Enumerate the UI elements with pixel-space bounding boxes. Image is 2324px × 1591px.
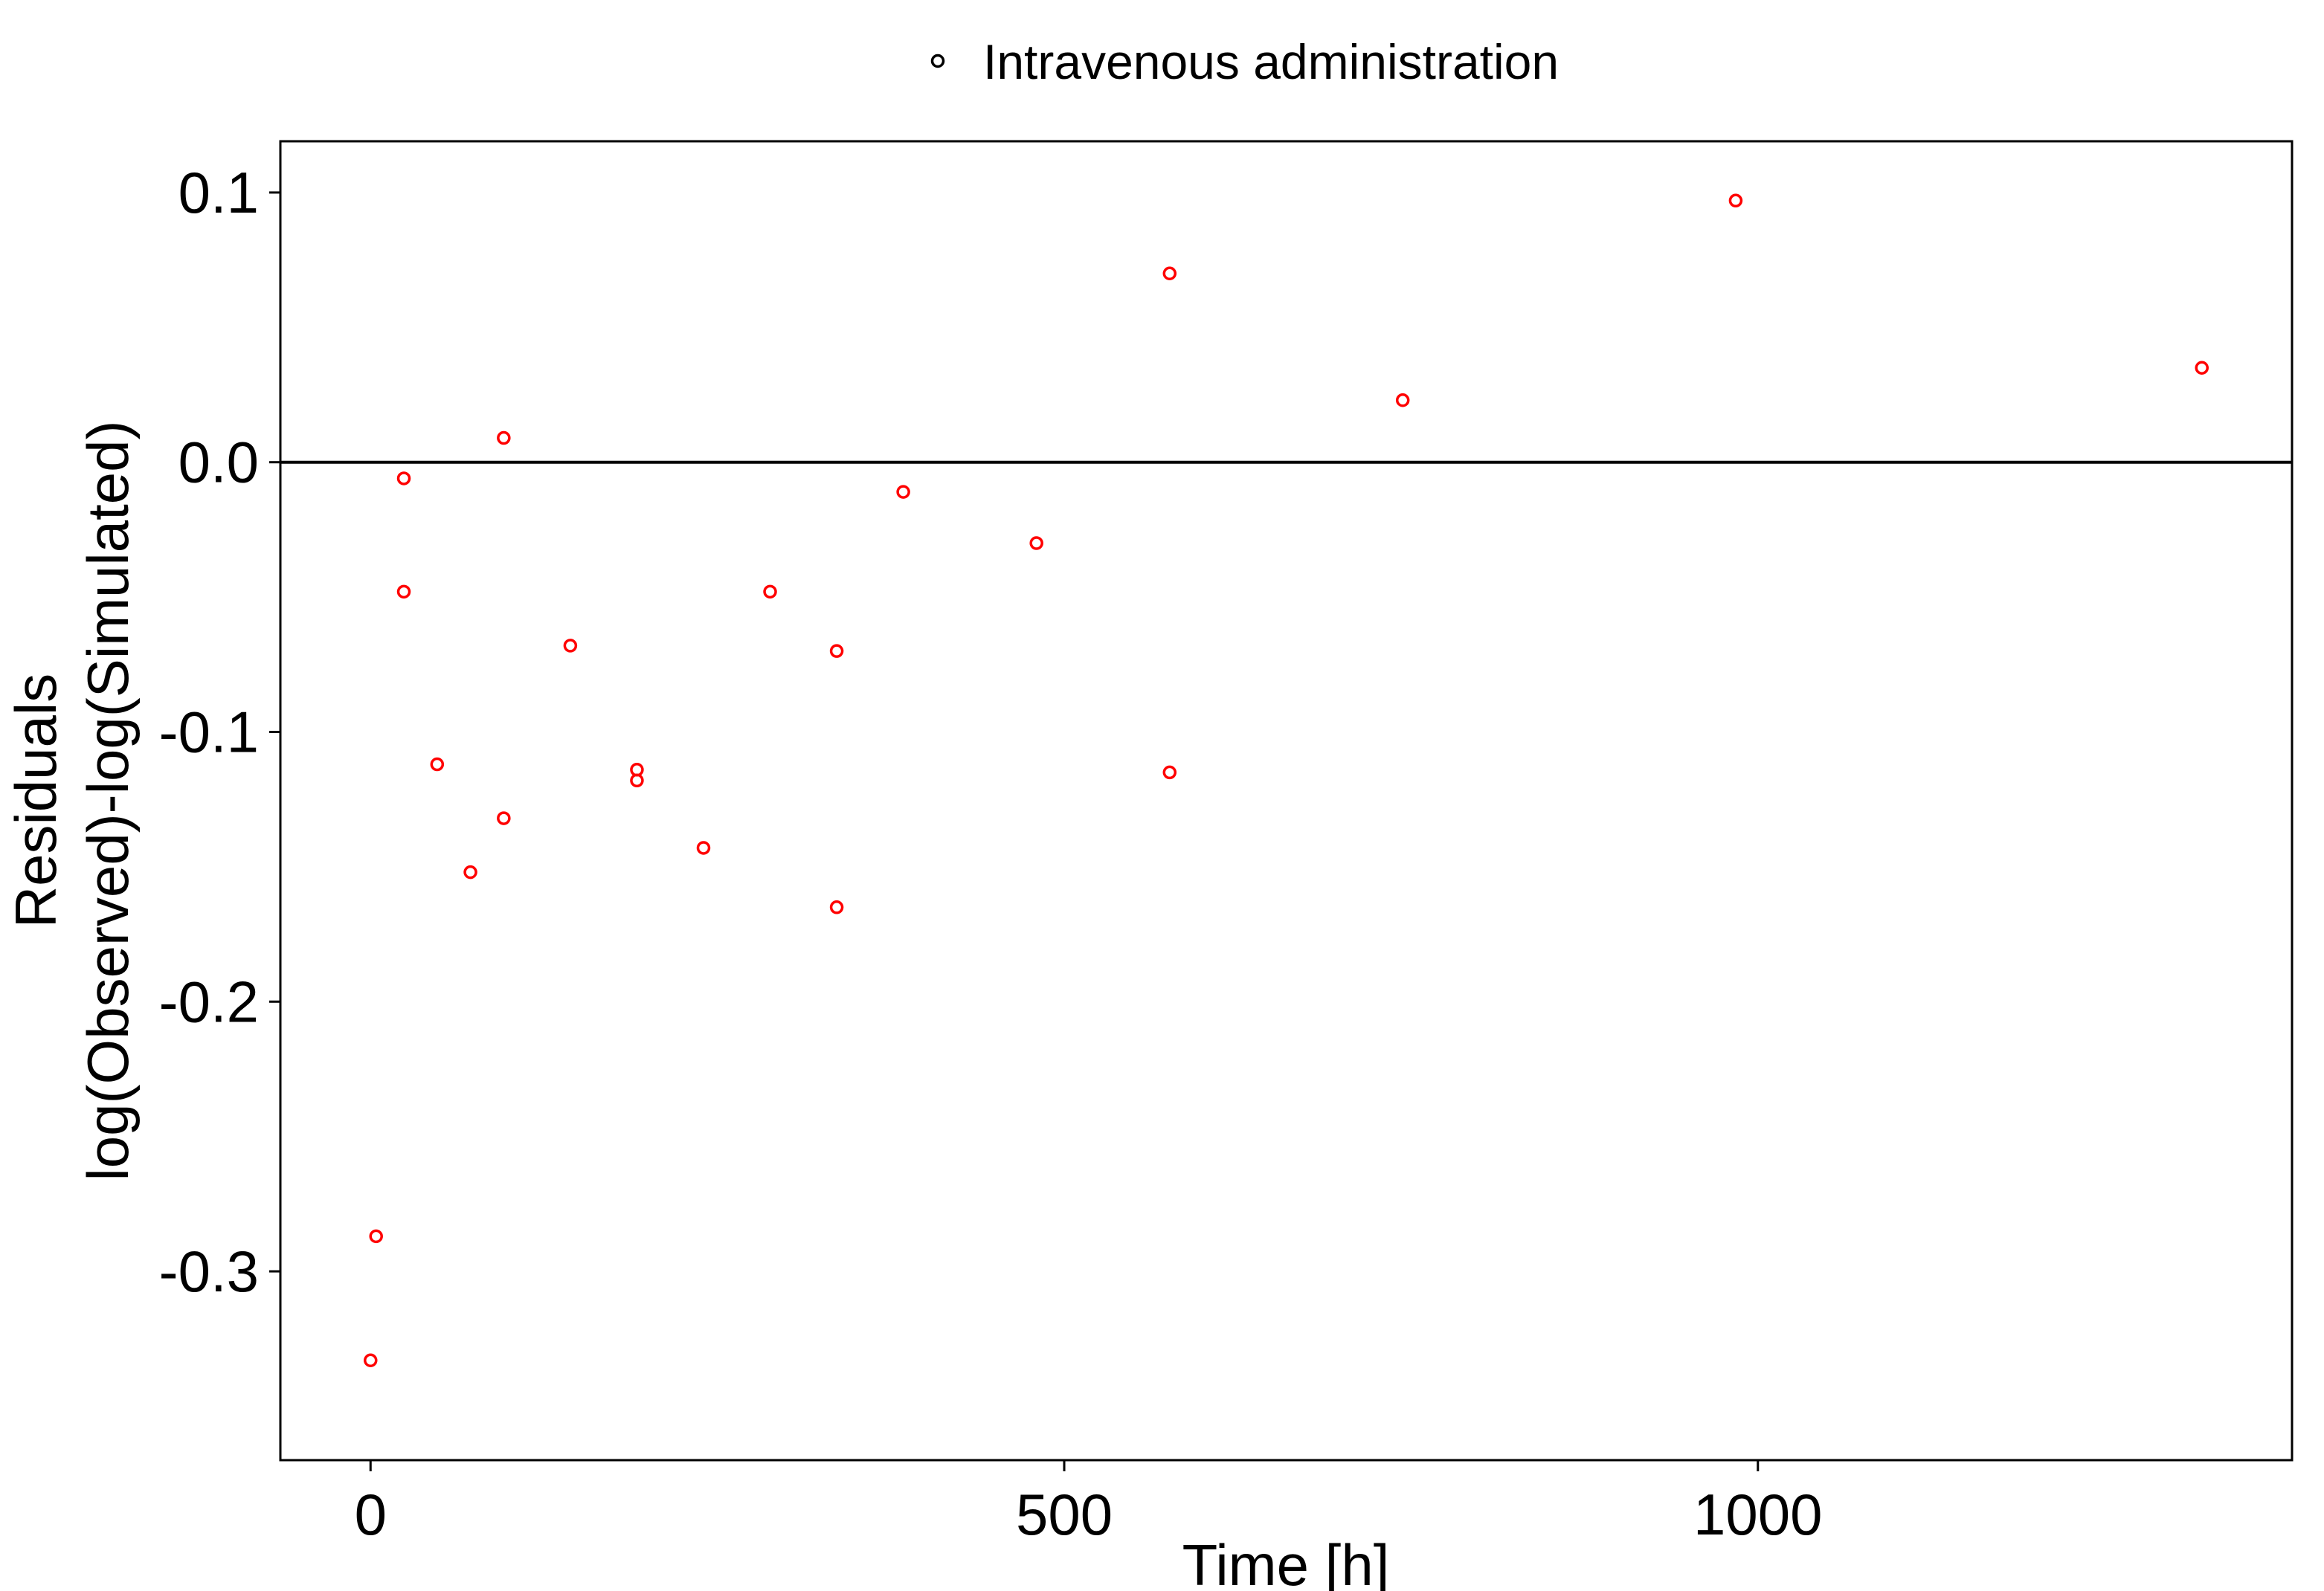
- y-axis: 0.1 0.0 -0.1 -0.2 -0.3: [159, 160, 280, 1304]
- legend: Intravenous administration: [930, 34, 1559, 89]
- data-point: [463, 865, 477, 880]
- data-point: [497, 430, 511, 445]
- x-tick-label: 1000: [1693, 1482, 1823, 1547]
- x-axis: 0 500 1000: [355, 1460, 1823, 1547]
- data-point: [497, 811, 511, 825]
- y-tick-2: 0.0: [178, 430, 280, 495]
- legend-marker: [930, 54, 945, 68]
- data-point: [1162, 266, 1177, 281]
- data-point: [396, 584, 411, 599]
- data-point: [1162, 765, 1177, 780]
- x-axis-title: Time [h]: [1182, 1532, 1390, 1591]
- y-tick-5: -0.3: [159, 1239, 280, 1304]
- data-point: [2195, 361, 2209, 375]
- y-tick-label: 0.0: [178, 430, 259, 495]
- data-point: [896, 485, 910, 499]
- y-tick-1: 0.1: [178, 160, 280, 225]
- data-point: [630, 773, 644, 788]
- data-point: [1029, 536, 1043, 550]
- y-tick-label: -0.3: [159, 1239, 259, 1304]
- x-tick-label: 0: [355, 1482, 387, 1547]
- x-tick-1: 0: [355, 1460, 387, 1547]
- y-tick-label: -0.2: [159, 969, 259, 1034]
- data-point: [829, 900, 844, 914]
- data-point: [829, 644, 844, 658]
- y-tick-3: -0.1: [159, 699, 280, 764]
- y-axis-title-line-1: Residuals: [3, 674, 68, 929]
- data-point: [563, 639, 578, 653]
- x-tick-2: 500: [1016, 1460, 1113, 1547]
- legend-label: Intravenous administration: [983, 34, 1559, 89]
- y-tick-label: 0.1: [178, 160, 259, 225]
- data-point: [396, 471, 411, 485]
- data-point: [630, 763, 644, 777]
- x-tick-label: 500: [1016, 1482, 1113, 1547]
- data-point: [696, 841, 711, 855]
- data-point: [364, 1353, 378, 1368]
- y-tick-4: -0.2: [159, 969, 280, 1034]
- y-axis-title-line-2: log(Observed)-log(Simulated): [75, 420, 141, 1181]
- x-tick-3: 1000: [1693, 1460, 1823, 1547]
- data-point: [430, 757, 445, 772]
- data-point: [763, 584, 777, 599]
- data-point: [1395, 393, 1410, 407]
- data-point: [1728, 193, 1743, 208]
- data-points: [364, 193, 2209, 1368]
- y-tick-label: -0.1: [159, 699, 259, 764]
- data-point: [369, 1229, 383, 1244]
- plot-panel: [279, 140, 2294, 1462]
